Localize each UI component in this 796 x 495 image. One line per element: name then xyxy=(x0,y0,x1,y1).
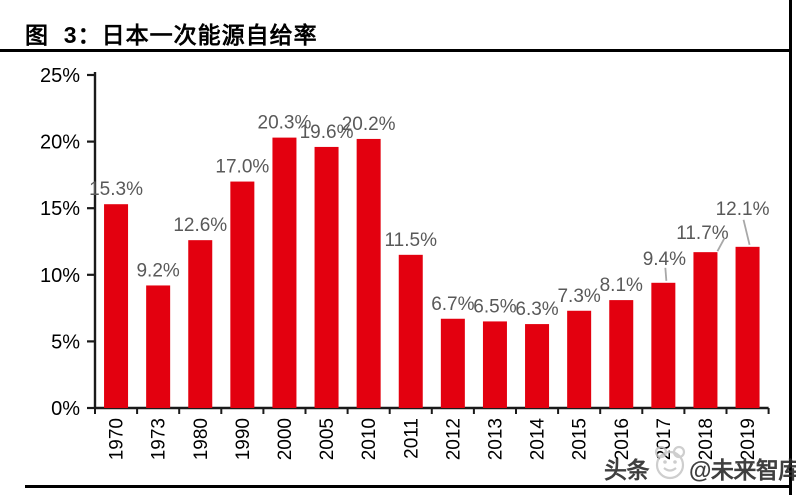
bar xyxy=(146,285,171,408)
bar-value-label: 6.7% xyxy=(431,294,474,315)
x-axis-label: 2019 xyxy=(738,418,759,460)
bar xyxy=(693,252,718,408)
x-axis-label: 1980 xyxy=(191,418,212,460)
bar xyxy=(104,204,129,408)
figure-title: 图 3：日本一次能源自给率 xyxy=(25,22,318,48)
watermark: 头条 @未来智库 xyxy=(604,443,796,490)
title-underline xyxy=(0,49,791,52)
bar-value-label: 12.6% xyxy=(173,215,227,236)
bar-value-label: 6.5% xyxy=(473,296,516,317)
x-axis-label: 2013 xyxy=(485,418,506,460)
bar xyxy=(525,324,550,408)
y-axis-label: 20% xyxy=(40,132,80,154)
bar-value-label: 17.0% xyxy=(215,157,269,178)
x-axis-label: 2012 xyxy=(443,418,464,460)
label-leader-line xyxy=(664,267,668,281)
y-axis-label: 15% xyxy=(40,198,80,220)
y-axis-label: 25% xyxy=(40,65,80,87)
x-axis-label: 2016 xyxy=(612,418,633,460)
label-leader-line xyxy=(742,219,751,246)
bar-value-label: 6.3% xyxy=(515,299,558,320)
y-axis-label: 5% xyxy=(51,331,80,353)
x-axis-label: 2017 xyxy=(654,418,675,460)
bar-value-label: 11.5% xyxy=(385,230,438,251)
bar xyxy=(609,300,634,408)
bar-value-label: 15.3% xyxy=(89,179,143,200)
x-axis-label: 2015 xyxy=(570,418,591,460)
y-axis-label: 10% xyxy=(40,265,80,287)
label-leader-line xyxy=(716,237,726,252)
toutiao-mascot-icon xyxy=(652,443,688,489)
bar xyxy=(398,254,423,408)
bar xyxy=(230,181,255,408)
x-axis-label: 2011 xyxy=(401,418,422,459)
bar xyxy=(272,137,297,408)
bar-value-label: 12.1% xyxy=(716,199,770,220)
bar xyxy=(567,310,592,408)
watermark-text-suffix: @未来智库 xyxy=(689,457,796,483)
x-axis-label: 2000 xyxy=(275,418,296,460)
bar xyxy=(356,138,381,408)
bar-value-label: 7.3% xyxy=(557,286,600,307)
x-axis-label: 1973 xyxy=(149,418,170,460)
bar xyxy=(651,282,676,408)
bar-value-label: 19.6% xyxy=(300,122,354,143)
x-axis-label: 2005 xyxy=(317,418,338,460)
right-border xyxy=(789,0,792,495)
bar-value-label: 11.7% xyxy=(676,223,729,244)
bar-value-label: 8.1% xyxy=(600,275,643,296)
x-axis-label: 1970 xyxy=(107,418,128,460)
bar xyxy=(482,321,507,408)
bar xyxy=(314,146,339,409)
bar-value-label: 20.2% xyxy=(342,114,396,135)
bar-value-label: 20.3% xyxy=(258,113,312,134)
x-axis-label: 1990 xyxy=(233,418,254,460)
y-axis-label: 0% xyxy=(51,398,80,420)
bar xyxy=(735,246,760,408)
x-axis-label: 2018 xyxy=(696,418,717,460)
bar-value-label: 9.2% xyxy=(136,260,179,281)
x-axis-label: 2010 xyxy=(359,418,380,460)
bar xyxy=(440,318,465,408)
watermark-text-prefix: 头条 xyxy=(604,457,650,483)
bar-value-label: 9.4% xyxy=(643,249,686,270)
bottom-border xyxy=(25,485,789,488)
x-axis-label: 2014 xyxy=(528,418,549,461)
bar xyxy=(188,240,213,408)
